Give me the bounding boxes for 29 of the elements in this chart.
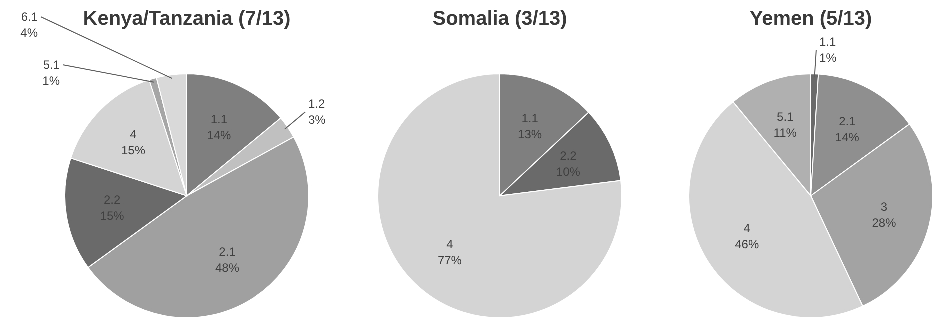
chart-title: Kenya/Tanzania (7/13)	[83, 8, 291, 30]
slice-label: 4	[130, 128, 138, 142]
data-label: 1%	[42, 74, 60, 88]
slice-label: 2.1	[219, 244, 236, 259]
slice-label: 1.1	[210, 112, 228, 127]
slice-label: 4	[744, 222, 751, 236]
data-label: 15%	[122, 144, 146, 158]
data-label: 1%	[819, 51, 838, 66]
data-label: 4%	[20, 26, 38, 40]
slice-label: 5.1	[43, 58, 60, 72]
chart-title: Somalia (3/13)	[432, 8, 568, 30]
slice-label: 4	[446, 238, 454, 252]
slice-label: 3	[880, 200, 888, 214]
data-label: 48%	[216, 260, 240, 275]
slice-label: 6.1	[21, 10, 38, 24]
slice-label: 2.1	[839, 114, 856, 129]
data-label: 77%	[438, 254, 462, 268]
data-label: 14%	[835, 130, 860, 145]
slice-label: 1.1	[522, 112, 539, 126]
data-label: 28%	[872, 216, 897, 230]
slice-label: 1.2	[308, 97, 326, 112]
data-label: 46%	[735, 238, 760, 252]
slice-label: 5.1	[777, 110, 794, 124]
data-label: 3%	[308, 113, 326, 128]
chart-title: Yemen (5/13)	[750, 8, 872, 30]
slice-label: 1.1	[819, 35, 836, 50]
data-label: 14%	[207, 128, 232, 143]
data-label: 11%	[774, 126, 798, 140]
data-label: 13%	[518, 128, 542, 142]
